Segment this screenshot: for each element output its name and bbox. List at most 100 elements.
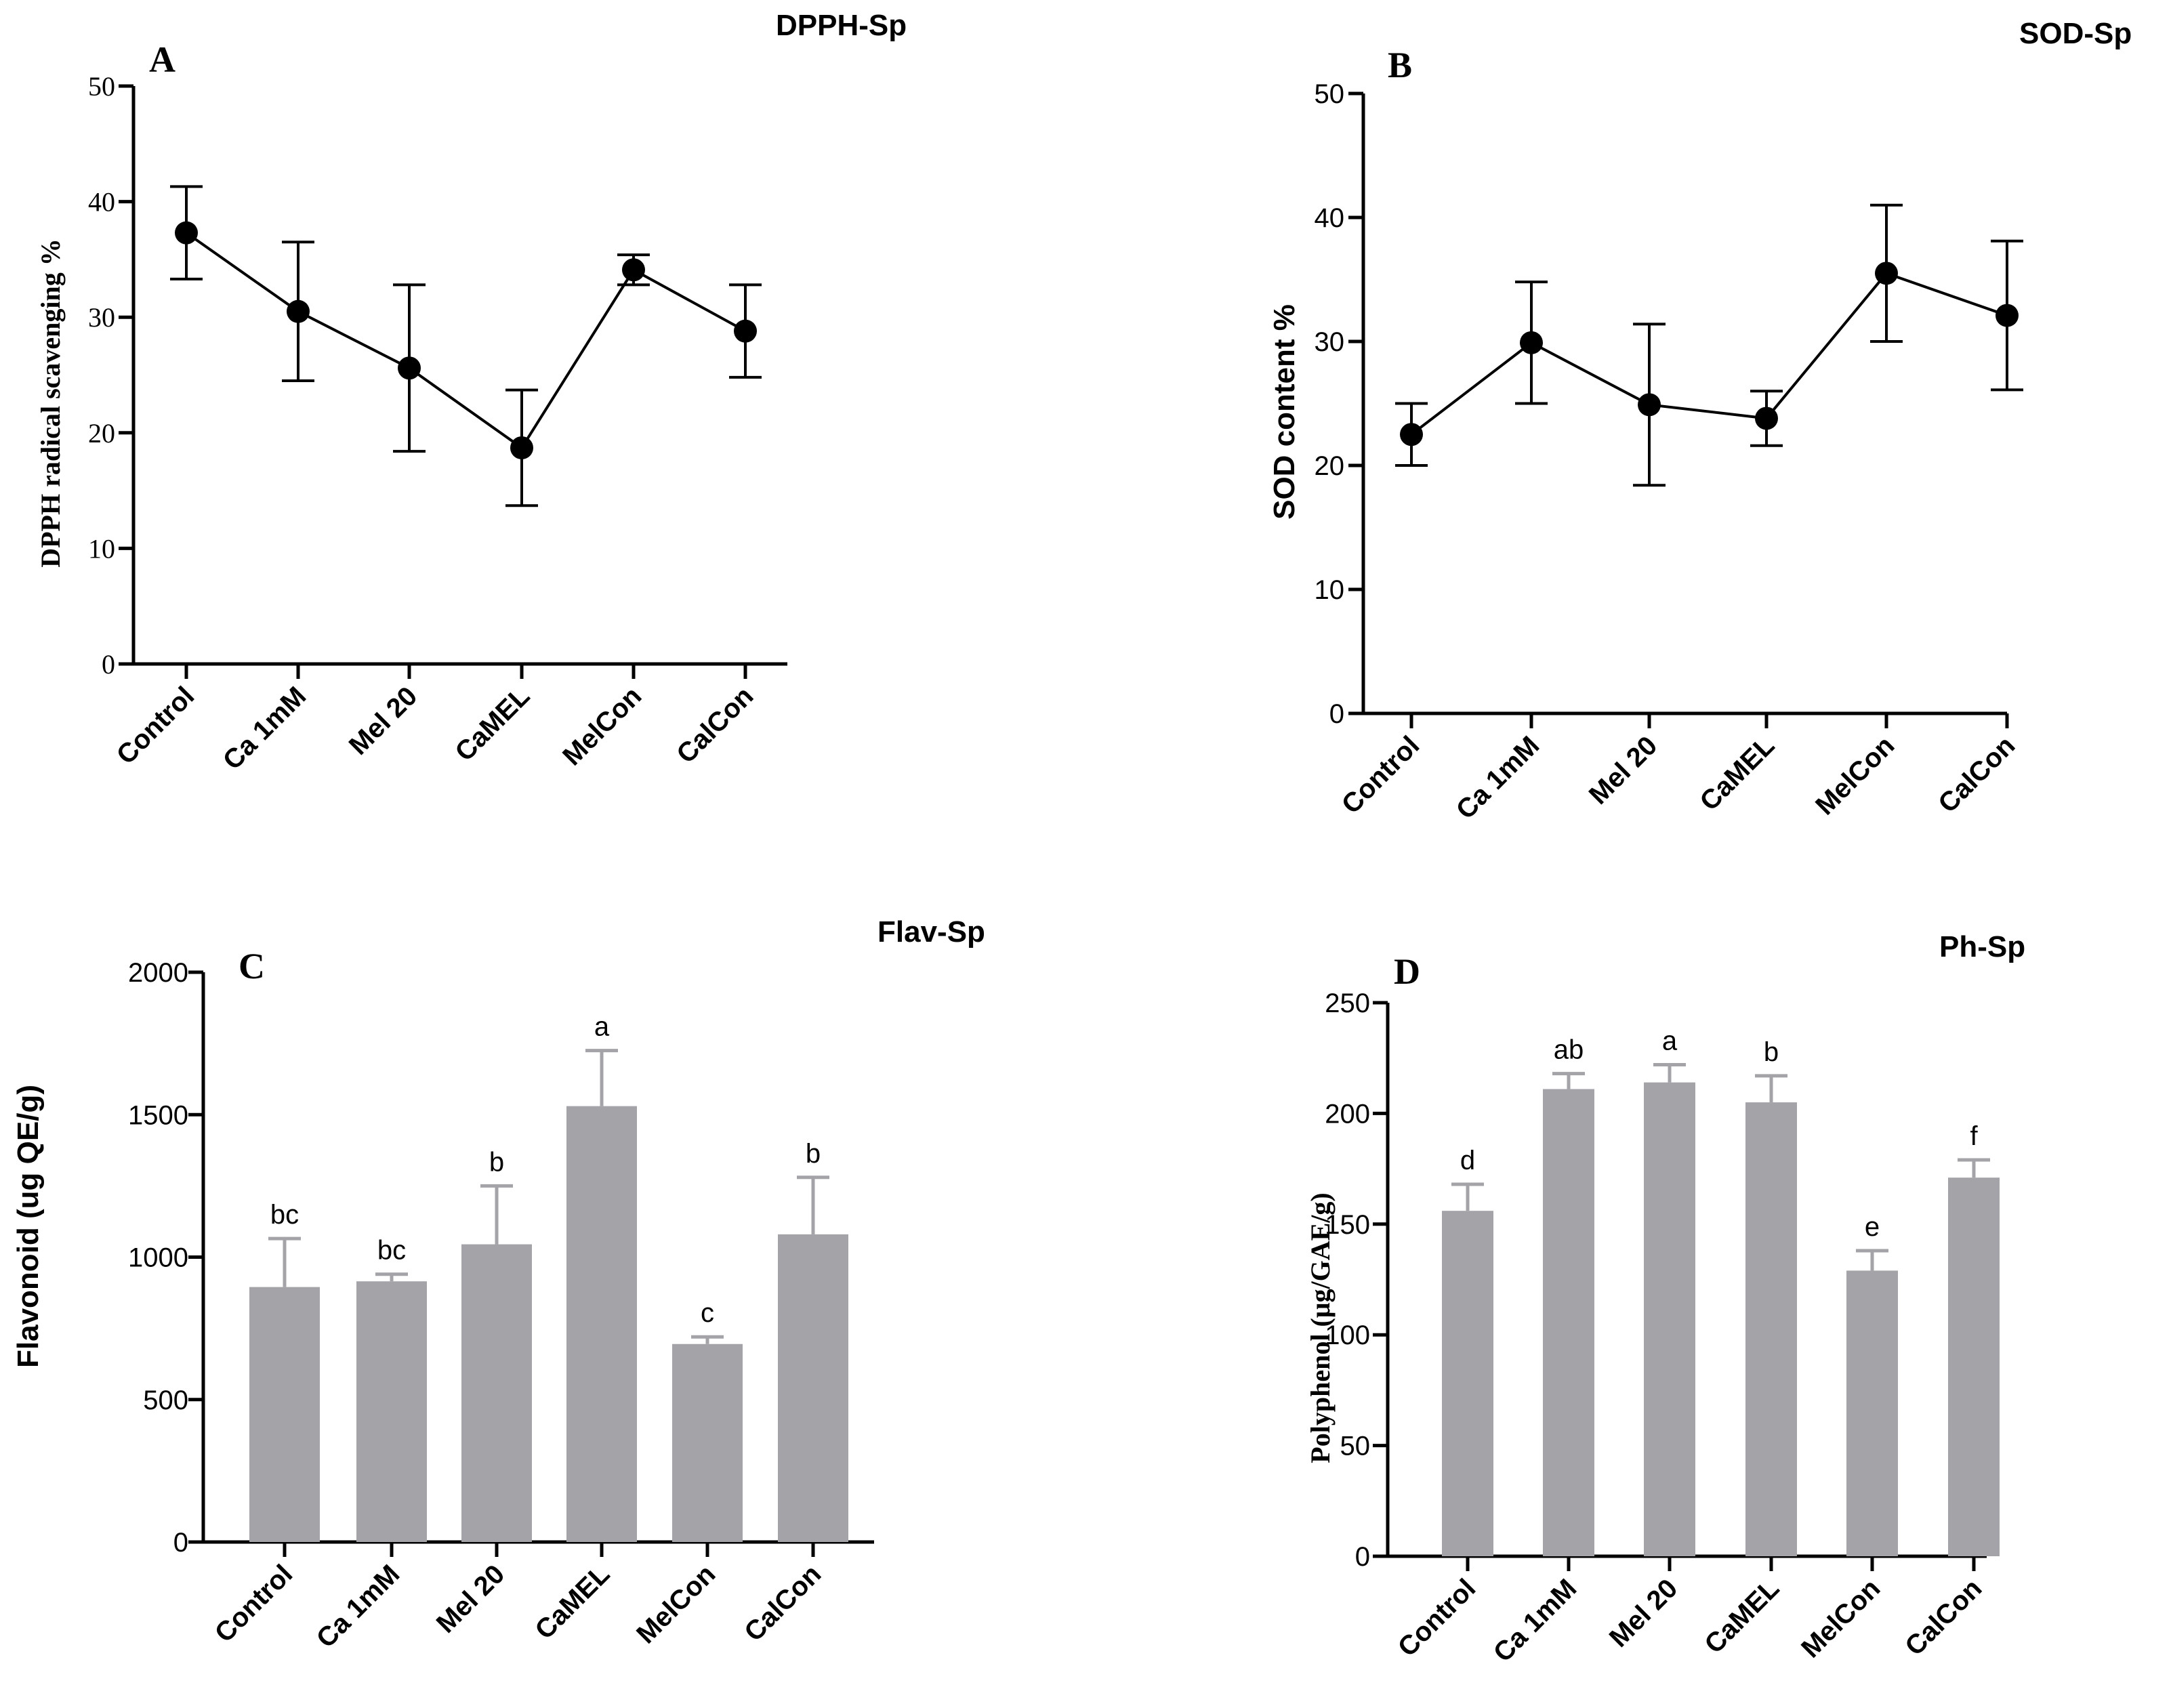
panel-a-data-point (287, 299, 310, 323)
panel-d-significance-label: f (1970, 1121, 1978, 1151)
panel-c-title: Flav-Sp (877, 915, 985, 949)
panel-b-series-line (1410, 272, 2008, 436)
panel-a-plot-area: 0 10 20 30 40 50 Control Ca 1mM Mel 20 CaMEL MelCo… (88, 71, 787, 776)
panel-d-bar (1745, 1102, 1797, 1556)
panel-b-data-point (1875, 262, 1898, 285)
panel-b-x-tick-label: MelCon (1810, 730, 1900, 820)
panel-a-data-point (510, 436, 533, 459)
panel-b-data-point (1638, 393, 1661, 417)
panel-a-title: DPPH-Sp (776, 9, 907, 42)
panel-a-x-tick-label: CaMEL (449, 681, 535, 767)
panel-a-y-tick-label: 50 (88, 71, 115, 102)
panel-d-y-tick-label: 100 (1325, 1320, 1370, 1350)
panel-a-x-tick-label: MelCon (557, 681, 647, 771)
panel-b-plot-area: 0 10 20 30 40 50 Control Ca 1mM Mel 20 CaMEL MelCo… (1315, 79, 2023, 825)
panel-c-flavonoid-chart: C Flav-Sp Flavonoid (ug QE/g) 0 500 1000 15… (0, 854, 1086, 1708)
panel-c-significance-label: b (489, 1147, 504, 1177)
panel-b-sod-chart: B SOD-Sp SOD content % 0 10 20 30 40 50 Contro… (1086, 0, 2171, 854)
panel-b-y-tick-label: 40 (1315, 203, 1345, 233)
panel-b-letter: B (1388, 45, 1412, 85)
panel-a-x-tick-label: Ca 1mM (218, 681, 312, 776)
panel-d-bar (1442, 1211, 1493, 1556)
panel-c-significance-label: c (701, 1298, 714, 1328)
panel-d-plot-area: 0 50 100 150 200 250 Control Ca 1mM Mel 20 CaMEL M… (1325, 988, 2000, 1668)
panel-a-series-line (185, 232, 746, 450)
panel-c-significance-label: bc (377, 1236, 406, 1266)
panel-d-y-tick-label: 0 (1355, 1542, 1370, 1572)
panel-b-y-tick-label: 10 (1315, 575, 1345, 605)
panel-c-y-tick-label: 2000 (128, 958, 188, 988)
panel-c-bar (461, 1244, 532, 1542)
panel-b-y-tick-label: 50 (1315, 79, 1345, 109)
panel-c-x-tick-label: Control (209, 1559, 299, 1648)
panel-c-bar (566, 1106, 637, 1542)
panel-a-y-tick-label: 20 (88, 418, 115, 449)
panel-a-data-point (175, 221, 198, 245)
panel-d-letter: D (1394, 951, 1420, 992)
panel-c-x-tick-label: CalCon (739, 1559, 827, 1647)
panel-c-y-tick-label: 1000 (128, 1243, 188, 1273)
panel-b-y-tick-label: 20 (1315, 451, 1345, 481)
panel-d-polyphenol-chart: D Ph-Sp Polyphenol (μg/GAE/g) 0 50 100 150 2… (1086, 854, 2171, 1708)
panel-b-y-axis-label: SOD content % (1268, 304, 1301, 520)
panel-b-x-tick-label: Mel 20 (1584, 730, 1663, 810)
panel-a-y-tick-label: 10 (88, 533, 115, 564)
panel-b-x-tick-label: CaMEL (1694, 730, 1780, 816)
panel-d-title: Ph-Sp (1939, 930, 2025, 963)
panel-c-significance-label: b (806, 1139, 821, 1169)
panel-d-y-tick-label: 150 (1325, 1210, 1370, 1240)
panel-c-x-tick-label: MelCon (631, 1559, 721, 1649)
panel-a-data-point (398, 356, 421, 380)
panel-c-bar (778, 1234, 848, 1542)
panel-d-significance-label: ab (1554, 1035, 1584, 1065)
panel-a-x-tick-label: CalCon (671, 681, 759, 769)
panel-d-significance-label: e (1865, 1212, 1880, 1242)
panel-d-bar (1543, 1089, 1594, 1556)
panel-d-significance-label: b (1764, 1037, 1779, 1067)
panel-b-y-tick-label: 30 (1315, 327, 1345, 357)
panel-d-x-tick-label: Control (1392, 1573, 1482, 1663)
panel-b-data-point (1400, 423, 1423, 446)
panel-d-y-tick-label: 250 (1325, 988, 1370, 1018)
panel-d-bar (1846, 1270, 1898, 1556)
panel-d-y-tick-label: 200 (1325, 1099, 1370, 1129)
panel-c-letter: C (239, 946, 265, 986)
panel-c-y-tick-label: 500 (143, 1386, 188, 1415)
panel-b-data-point (1755, 407, 1778, 430)
panel-d-significance-label: d (1460, 1146, 1475, 1175)
panel-c-significance-label: bc (270, 1200, 299, 1230)
panel-a-y-axis-label: DPPH radical scavenging % (35, 238, 66, 568)
panel-a-x-tick-label: Mel 20 (344, 681, 423, 761)
panel-a-letter: A (149, 39, 175, 80)
panel-b-data-point (1520, 331, 1543, 354)
panel-a-dpph-chart: A DPPH-Sp DPPH radical scavenging % 0 10 2… (0, 0, 1086, 854)
panel-c-y-axis-label: Flavonoid (ug QE/g) (12, 1085, 45, 1368)
panel-a-y-tick-label: 40 (88, 187, 115, 217)
panel-c-x-tick-label: CaMEL (529, 1559, 615, 1645)
panel-c-x-tick-label: Mel 20 (431, 1559, 511, 1639)
panel-a-y-tick-label: 30 (88, 302, 115, 333)
panel-d-y-tick-label: 50 (1340, 1432, 1371, 1461)
panel-c-y-tick-label: 0 (173, 1528, 188, 1558)
panel-a-y-tick-label: 0 (102, 649, 115, 680)
panel-c-significance-label: a (594, 1012, 610, 1042)
panel-d-x-tick-label: CaMEL (1699, 1573, 1785, 1659)
panel-d-significance-label: a (1662, 1026, 1678, 1056)
panel-c-y-tick-label: 1500 (128, 1100, 188, 1130)
panel-d-x-tick-label: MelCon (1796, 1573, 1886, 1663)
panel-b-y-tick-label: 0 (1329, 699, 1344, 729)
panel-a-svg: A DPPH-Sp DPPH radical scavenging % 0 10 2… (35, 9, 907, 776)
panel-b-x-tick-label: CalCon (1932, 730, 2021, 818)
panel-c-bar (356, 1281, 427, 1542)
panel-c-plot-area: 0 500 1000 1500 2000 Control Ca 1mM Mel 20 CaMEL… (128, 958, 874, 1654)
panel-c-x-tick-label: Ca 1mM (311, 1559, 406, 1654)
panel-d-x-tick-label: CalCon (1899, 1573, 1987, 1661)
panel-b-title: SOD-Sp (2019, 17, 2132, 50)
panel-b-svg: B SOD-Sp SOD content % 0 10 20 30 40 50 Contro… (1268, 17, 2132, 825)
panel-b-x-tick-label: Control (1336, 730, 1426, 820)
panel-d-bar (1948, 1178, 2000, 1556)
panel-b-x-tick-label: Ca 1mM (1451, 730, 1546, 825)
panel-b-data-point (1996, 304, 2019, 327)
panel-d-y-axis-label: Polyphenol (μg/GAE/g) (1305, 1192, 1336, 1463)
panel-d-bar (1644, 1082, 1695, 1556)
